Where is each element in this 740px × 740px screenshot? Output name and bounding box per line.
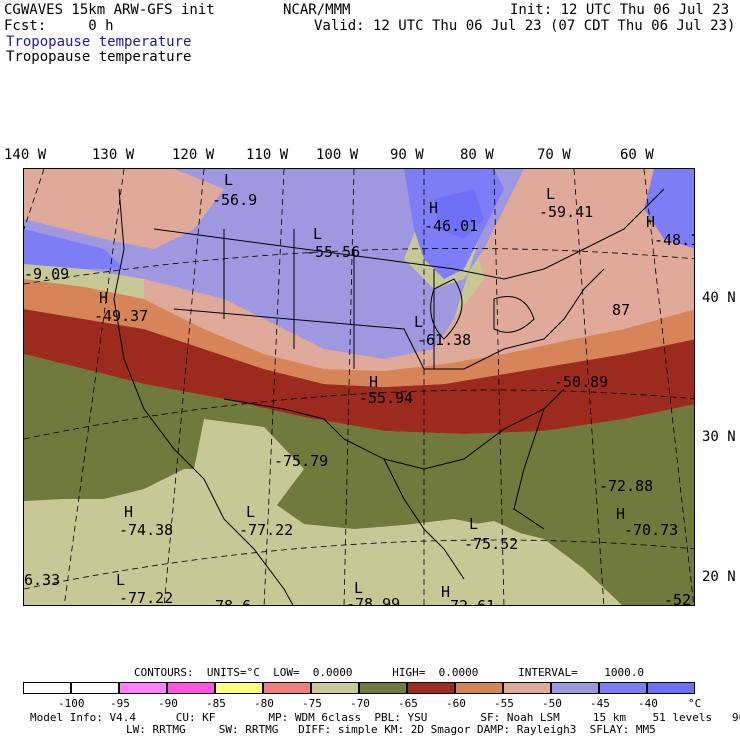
contour-info: CONTOURS: UNITS=°C LOW= 0.0000 HIGH= 0.0… [134, 666, 644, 679]
extremum-value: -46.01 [424, 217, 478, 235]
extremum-letter: H [124, 503, 133, 521]
extremum-value: -78.6 [206, 597, 251, 606]
extremum-value: -50.89 [554, 373, 608, 391]
colorbar-swatch [551, 682, 599, 694]
colorbar-swatch [599, 682, 647, 694]
graticule [24, 169, 694, 605]
colorbar-tick: -60 [446, 697, 466, 710]
forecast-hour: Fcst: 0 h [4, 18, 114, 34]
colorbar-unit: °C [688, 697, 702, 710]
lon-label: 100 W [316, 147, 359, 163]
lon-label: 130 W [92, 147, 135, 163]
field-title-secondary: Tropopause temperature [6, 49, 192, 65]
colorbar-swatch [167, 682, 215, 694]
colorbar-tick: -45 [590, 697, 610, 710]
extremum-value: -77.22 [119, 589, 173, 606]
colorbar-tick: -55 [494, 697, 514, 710]
lon-label: 70 W [537, 147, 571, 163]
band-75-70 [24, 354, 694, 605]
extremum-letter: H [369, 373, 378, 391]
extremum-letter: H [616, 505, 625, 523]
lat-label: 30 N [702, 429, 736, 445]
lat-label: 40 N [702, 290, 736, 306]
band-50-45 [24, 229, 124, 269]
model-title: CGWAVES 15km ARW-GFS init [4, 2, 215, 18]
extremum-value: -75.79 [274, 452, 328, 470]
extremum-letter: L [546, 185, 555, 203]
lon-label: 110 W [246, 147, 289, 163]
extremum-letter: H [646, 213, 655, 231]
extremum-value: -9.09 [24, 265, 69, 283]
extremum-letter: L [246, 503, 255, 521]
extremum-value: -61.38 [417, 331, 471, 349]
extrema-labels: L -56.9 H -46.01 L -59.41 H -48.1 L -55.… [24, 171, 695, 606]
colorbar-swatch [311, 682, 359, 694]
lon-label: 140 W [4, 147, 47, 163]
extremum-letter: L [116, 571, 125, 589]
colorbar-tick: -85 [206, 697, 226, 710]
band-45-40 [434, 189, 484, 239]
extremum-letter: L [414, 313, 423, 331]
extremum-value: -72.88 [599, 477, 653, 495]
extremum-value: -55.94 [359, 389, 413, 407]
extremum-value: -75.52 [464, 535, 518, 553]
band-70-65 [24, 309, 694, 434]
model-info-line-2: LW: RRTMG SW: RRTMG DIFF: simple KM: 2D … [126, 723, 656, 736]
extremum-value: -59.41 [539, 203, 593, 221]
lon-label: 90 W [390, 147, 424, 163]
extremum-value: -48.1 [654, 231, 695, 249]
colorbar-swatch [455, 682, 503, 694]
lon-label: 120 W [172, 147, 215, 163]
lon-label: 60 W [620, 147, 654, 163]
extremum-value: -70.73 [624, 521, 678, 539]
extremum-letter: L [224, 171, 233, 189]
colorbar-swatch [263, 682, 311, 694]
model-info-line-1: Model Info: V4.4 CU: KF MP: WDM 6class P… [30, 711, 740, 724]
colorbar-swatch [71, 682, 119, 694]
extremum-letter: L [469, 515, 478, 533]
colorbar-tick: -95 [110, 697, 130, 710]
band-65-60 [24, 279, 694, 387]
colorbar-tick: -80 [254, 697, 274, 710]
lon-label: 80 W [460, 147, 494, 163]
extremum-letter: L [313, 225, 322, 243]
colorbar-tick: -100 [58, 697, 85, 710]
band-60-55 [24, 169, 224, 249]
source-label: NCAR/MMM [283, 2, 351, 18]
tropopause-temperature-map: L -56.9 H -46.01 L -59.41 H -48.1 L -55.… [23, 168, 695, 606]
extremum-value: -55.56 [306, 243, 360, 261]
extremum-value: -77.22 [239, 521, 293, 539]
colorbar-tick: -65 [398, 697, 418, 710]
band-55-50 [24, 169, 524, 359]
extremum-letter: H [99, 289, 108, 307]
field-title-primary: Tropopause temperature [6, 34, 192, 50]
extremum-value: -52.0 [664, 591, 695, 606]
colorbar-swatch [647, 682, 695, 694]
extremum-value: -49.37 [94, 307, 148, 325]
boundaries [113, 188, 665, 605]
extremum-letter: H [441, 583, 450, 601]
colorbar-tick: -40 [638, 697, 658, 710]
colorbar-swatch [215, 682, 263, 694]
colorbar-swatch [359, 682, 407, 694]
colorbar-swatch [23, 682, 71, 694]
extremum-value: -56.9 [212, 191, 257, 209]
extremum-value: -74.38 [119, 521, 173, 539]
extremum-letter: L [354, 579, 363, 597]
extremum-value: 87 [612, 301, 630, 319]
extremum-letter: H [429, 199, 438, 217]
colorbar-tick: -70 [350, 697, 370, 710]
colorbar-swatch [119, 682, 167, 694]
lat-label: 20 N [702, 569, 736, 585]
colorbar-tick: -50 [542, 697, 562, 710]
extremum-value: -72.61 [441, 597, 495, 606]
colorbar-swatch [503, 682, 551, 694]
extremum-value: 6.33 [24, 571, 60, 589]
colorbar-tick: -90 [158, 697, 178, 710]
colorbar-swatch [407, 682, 455, 694]
extremum-value: -78.99 [346, 595, 400, 606]
colorbar-tick: -75 [302, 697, 322, 710]
valid-time: Valid: 12 UTC Thu 06 Jul 23 (07 CDT Thu … [314, 18, 736, 34]
init-time: Init: 12 UTC Thu 06 Jul 23 [510, 2, 730, 18]
